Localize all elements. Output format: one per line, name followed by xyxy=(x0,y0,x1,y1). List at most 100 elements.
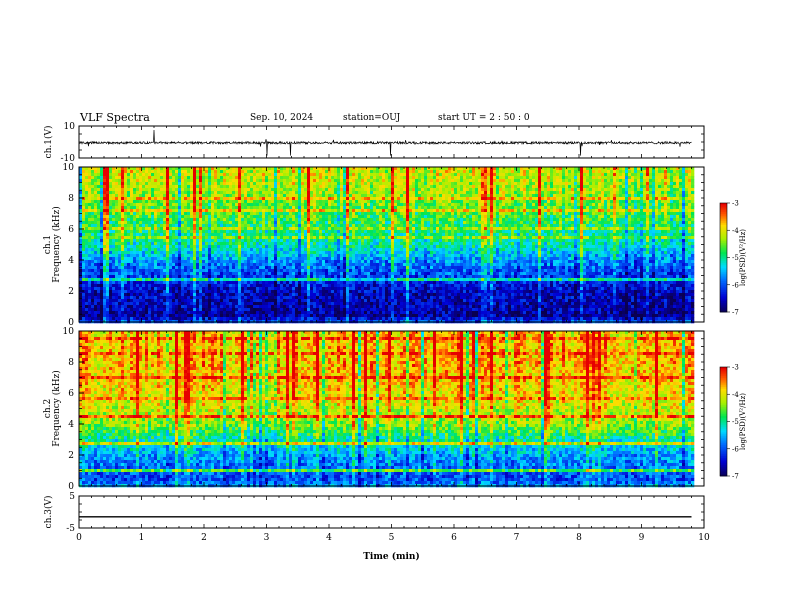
ch1-spectrogram-cell xyxy=(226,317,229,320)
ch1-spectrogram-cell xyxy=(247,293,250,296)
ch1-spectrogram-cell xyxy=(115,254,118,257)
ch1-spectrogram-cell xyxy=(313,236,316,239)
ch1-spectrogram-cell xyxy=(151,272,154,275)
ch1-spectrogram-cell xyxy=(235,194,238,197)
ch1-spectrogram-cell xyxy=(346,245,349,248)
ch1-spectrogram-cell xyxy=(232,314,235,317)
ch1-spectrogram-cell xyxy=(247,287,250,290)
ch1-spectrogram-cell xyxy=(310,182,313,185)
ch1-spectrogram-cell xyxy=(340,188,343,191)
ch1-spectrogram-cell xyxy=(253,299,256,302)
ch1-spectrogram-cell xyxy=(268,317,271,320)
ch1-spectrogram-cell xyxy=(115,260,118,263)
ch1-spectrogram-cell xyxy=(325,296,328,299)
ch1-spectrogram-cell xyxy=(205,245,208,248)
ch1-spectrogram-cell xyxy=(289,221,292,224)
ch1-spectrogram-cell xyxy=(187,263,190,266)
ch1-spectrogram-cell xyxy=(340,203,343,206)
ch1-spectrogram-cell xyxy=(328,197,331,200)
ch1-spectrogram-cell xyxy=(310,200,313,203)
ch1-spectrogram-cell xyxy=(316,251,319,254)
ch1-spectrogram-cell xyxy=(271,212,274,215)
ch1-spectrogram-cell xyxy=(232,179,235,182)
ch1-spectrogram-cell xyxy=(319,272,322,275)
ch1-spectrogram-cell xyxy=(97,179,100,182)
ch1-spectrogram-cell xyxy=(178,317,181,320)
ch1-spectrogram-cell xyxy=(250,308,253,311)
ch1-spectrogram-cell xyxy=(160,233,163,236)
ch1-spectrogram-cell xyxy=(97,257,100,260)
ch1-spectrogram-cell xyxy=(91,296,94,299)
ch1-spectrogram-cell xyxy=(151,233,154,236)
ch1-spectrogram-cell xyxy=(358,203,361,206)
ch1-spectrogram-cell xyxy=(271,284,274,287)
ch1-spectrogram-cell xyxy=(157,317,160,320)
ch1-spectrogram-cell xyxy=(286,182,289,185)
ch1-spectrogram-cell xyxy=(259,263,262,266)
ch1-spectrogram-cell xyxy=(91,260,94,263)
ch1-spectrogram-cell xyxy=(241,317,244,320)
ch1-spectrogram-cell xyxy=(115,284,118,287)
ch1-spectrogram-cell xyxy=(97,275,100,278)
ch1-spectrogram-cell xyxy=(253,215,256,218)
ch1-spectrogram-cell xyxy=(130,248,133,251)
ch1-spectrogram-cell xyxy=(349,218,352,221)
ch1-spectrogram-cell xyxy=(172,257,175,260)
ch1-spectrogram-cell xyxy=(328,314,331,317)
ch1-spectrogram-cell xyxy=(136,203,139,206)
ch1-spectrogram-cell xyxy=(112,251,115,254)
ch1-spectrogram-cell xyxy=(166,212,169,215)
ch1-spectrogram-cell xyxy=(292,272,295,275)
ch1-spectrogram-cell xyxy=(337,173,340,176)
ch1-spectrogram-cell xyxy=(349,308,352,311)
ch1-spectrogram-cell xyxy=(241,242,244,245)
ch1-spectrogram-cell xyxy=(352,236,355,239)
ch1-spectrogram-cell xyxy=(352,206,355,209)
ch1-spectrogram-cell xyxy=(163,173,166,176)
ch1-spectrogram-cell xyxy=(154,296,157,299)
ch1-spectrogram-cell xyxy=(178,209,181,212)
ch1-spectrogram-cell xyxy=(280,236,283,239)
ch1-spectrogram-cell xyxy=(106,200,109,203)
ch1-spectrogram-cell xyxy=(178,194,181,197)
ch1-spectrogram-cell xyxy=(151,248,154,251)
ch1-spectrogram-cell xyxy=(274,218,277,221)
ch1-spectrogram-cell xyxy=(289,188,292,191)
ch1-spectrogram-cell xyxy=(256,284,259,287)
ch1-spectrogram-cell xyxy=(223,287,226,290)
ch1-spectrogram-cell xyxy=(298,173,301,176)
ch1-spectrogram-cell xyxy=(112,224,115,227)
ch1-spectrogram-cell xyxy=(301,257,304,260)
ch1-spectrogram-cell xyxy=(310,257,313,260)
ch1-spectrogram-cell xyxy=(172,173,175,176)
ch1-spectrogram-cell xyxy=(307,248,310,251)
ch1-spectrogram-cell xyxy=(343,221,346,224)
ch1-spectrogram-cell xyxy=(109,224,112,227)
ch1-spectrogram-cell xyxy=(292,290,295,293)
ch1-spectrogram-cell xyxy=(271,296,274,299)
ch1-spectrogram-cell xyxy=(199,269,202,272)
ch1-spectrogram-cell xyxy=(91,230,94,233)
ch1-spectrogram-cell xyxy=(229,287,232,290)
ch1-spectrogram-cell xyxy=(322,236,325,239)
ch1-spectrogram-cell xyxy=(337,221,340,224)
ch1-spectrogram-cell xyxy=(115,242,118,245)
ch1-spectrogram-cell xyxy=(127,248,130,251)
ch1-spectrogram-cell xyxy=(163,239,166,242)
ch1-spectrogram-cell xyxy=(133,245,136,248)
ch1-spectrogram-cell xyxy=(82,311,85,314)
ch1-spectrogram-cell xyxy=(256,245,259,248)
ch1-spectrogram-cell xyxy=(88,218,91,221)
ch1-spectrogram-cell xyxy=(271,260,274,263)
ch1-spectrogram-cell xyxy=(190,212,193,215)
ch1-spectrogram-cell xyxy=(139,260,142,263)
ch1-spectrogram-cell xyxy=(199,197,202,200)
ch1-spectrogram-cell xyxy=(160,287,163,290)
ch1-spectrogram-cell xyxy=(268,188,271,191)
ch1-spectrogram-cell xyxy=(304,218,307,221)
ch1-spectrogram-cell xyxy=(160,251,163,254)
ch1-spectrogram-cell xyxy=(253,182,256,185)
ch1-spectrogram-cell xyxy=(349,263,352,266)
ch1-spectrogram-cell xyxy=(292,230,295,233)
ch1-spectrogram-cell xyxy=(229,176,232,179)
